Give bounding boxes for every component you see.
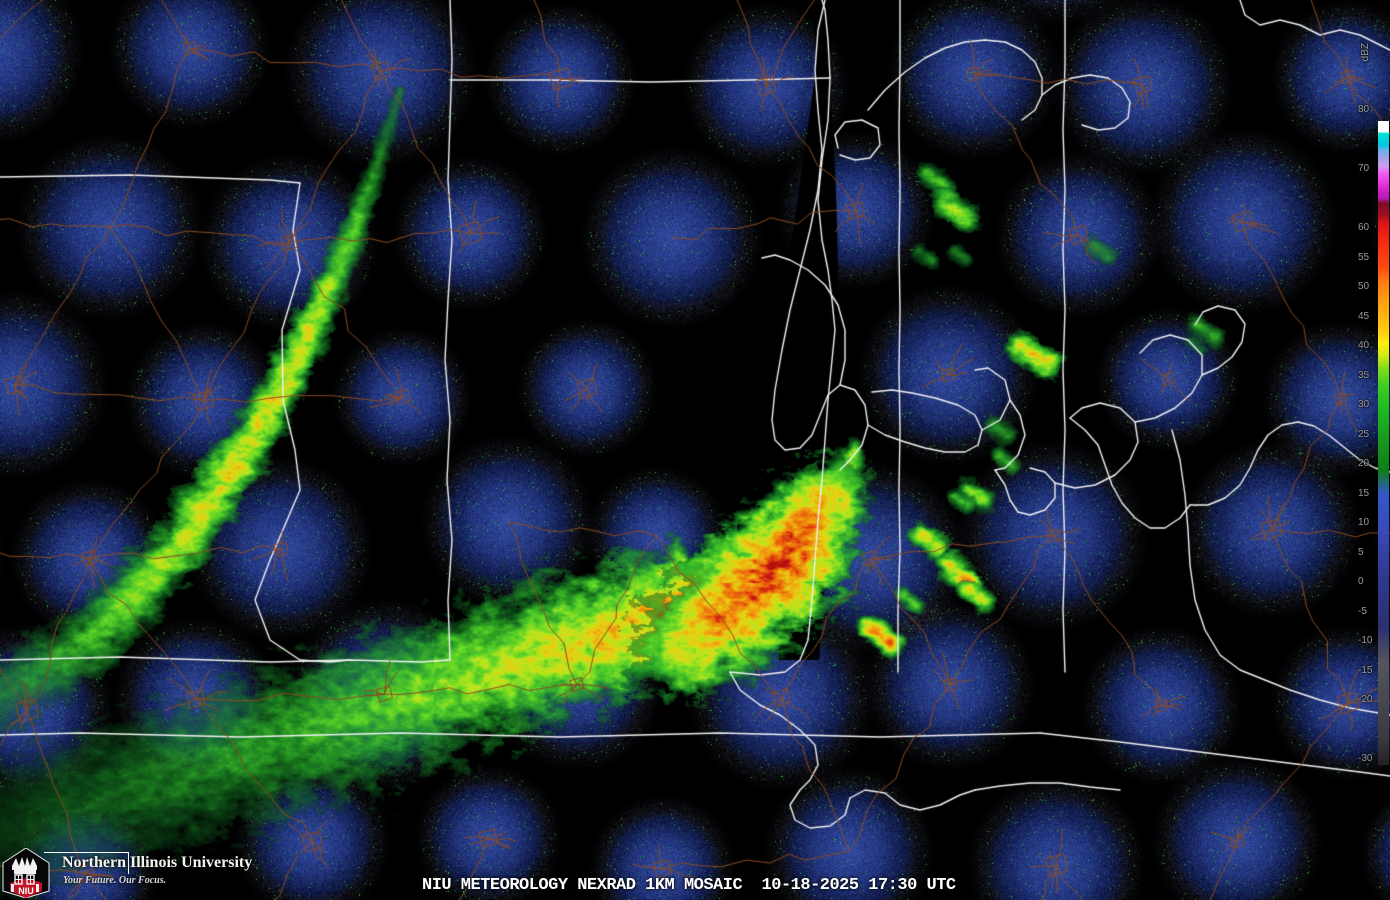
svg-text:NIU: NIU [18,886,34,896]
